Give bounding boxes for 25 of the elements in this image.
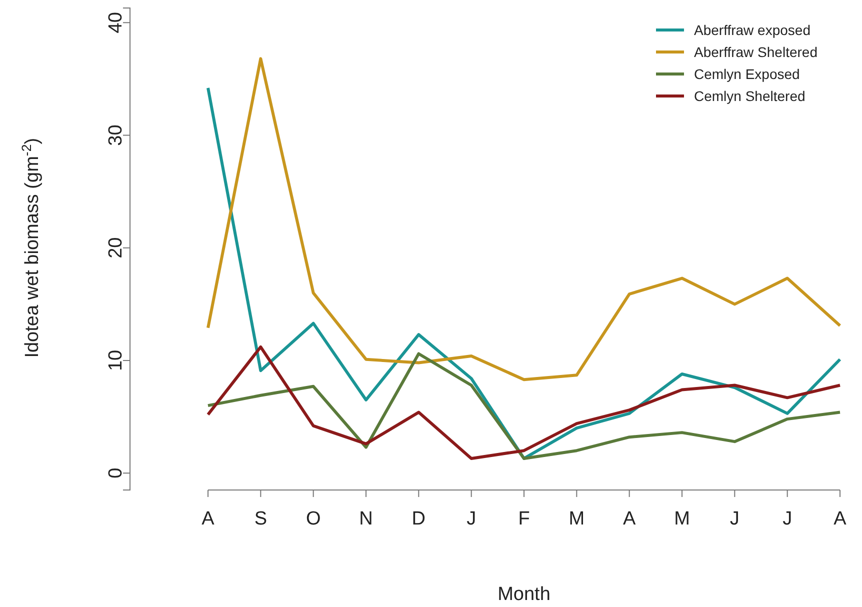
x-tick-label: M (568, 508, 585, 530)
line-series (206, 57, 842, 382)
x-tick-label: F (518, 508, 530, 530)
x-tick-label: A (834, 508, 847, 530)
x-tick-label: J (782, 508, 792, 530)
x-tick-label: N (359, 508, 373, 530)
y-tick-label: 20 (106, 237, 127, 258)
x-tick-label: M (674, 508, 690, 530)
legend-label: Cemlyn Sheltered (694, 88, 806, 104)
line-series (206, 86, 842, 460)
x-tick-label: A (622, 508, 636, 530)
x-tick-label: J (466, 508, 476, 530)
legend-label: Aberffraw Sheltered (694, 44, 818, 60)
x-tick-label: J (730, 508, 740, 530)
legend-label: Cemlyn Exposed (694, 66, 800, 82)
x-tick-label: O (306, 508, 321, 530)
y-tick-label: 0 (106, 468, 127, 478)
y-tick-label: 30 (106, 124, 127, 146)
x-tick-label: S (254, 508, 268, 530)
legend-label: Aberffraw exposed (694, 22, 810, 38)
y-tick-label: 10 (106, 350, 127, 372)
x-tick-label: A (202, 508, 215, 530)
y-tick-label: 40 (106, 12, 127, 34)
x-axis-title: Month (498, 584, 550, 605)
x-tick-label: D (412, 508, 426, 530)
